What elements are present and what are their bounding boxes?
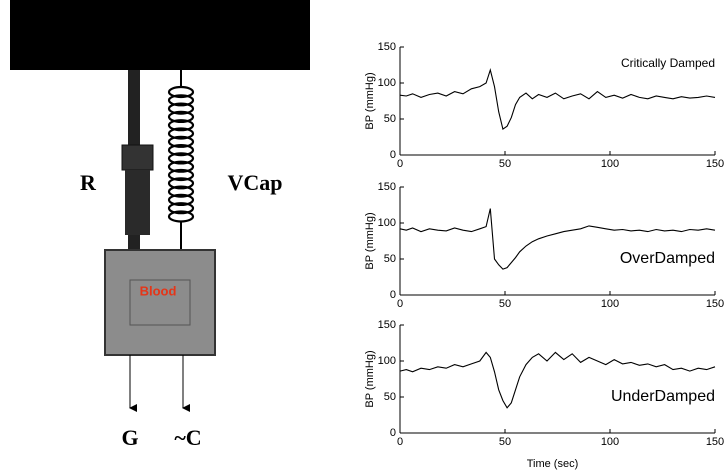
coil [167,127,195,140]
bp-line [399,351,716,409]
annotation: UnderDamped [611,388,715,405]
x-tick-label: 50 [499,436,511,448]
y-axis-label: BP (mmHg) [364,350,376,407]
y-tick-label: 0 [390,289,396,301]
y-axis-label: BP (mmHg) [364,212,376,269]
coil [167,119,195,132]
coil [167,160,195,173]
label-vcap: VCap [227,170,282,195]
x-tick-label: 100 [601,436,619,448]
y-tick-label: 50 [384,113,396,125]
spring [167,85,195,223]
x-tick-label: 150 [706,158,724,170]
y-axis-label: BP (mmHg) [364,72,376,129]
x-axis-label: Time (sec) [527,458,579,470]
annotation: OverDamped [620,250,715,267]
coil [167,144,195,157]
x-tick-label: 150 [706,298,724,310]
inner-box [129,279,191,326]
x-tick-label: 50 [499,298,511,310]
coil [167,135,195,148]
coil [167,102,195,115]
beam [10,0,310,70]
x-tick-label: 150 [706,436,724,448]
y-tick-label: 50 [384,391,396,403]
bp-line [399,208,716,270]
y-tick-label: 100 [378,355,396,367]
x-tick-label: 100 [601,298,619,310]
x-tick-label: 50 [499,158,511,170]
x-tick-label: 100 [601,158,619,170]
damper-body [125,170,150,235]
y-tick-label: 0 [390,149,396,161]
y-tick-label: 150 [378,319,396,331]
x-tick-label: 0 [397,298,403,310]
diagram: Blood R VCap G ~C [10,0,310,450]
coil [167,85,195,99]
coil [167,210,195,223]
damper-cylinder [121,144,154,171]
coil [167,152,195,165]
coil [167,94,195,107]
y-tick-label: 150 [378,181,396,193]
y-tick-label: 100 [378,77,396,89]
coil [167,202,195,215]
label-c: ~C [174,425,201,450]
coil [167,177,195,190]
coil [167,168,195,182]
x-tick-label: 0 [397,158,403,170]
coil [167,185,195,198]
coil [167,193,195,206]
coil [167,110,195,124]
bp-line [399,68,716,131]
label-r: R [80,170,97,195]
blood-box [104,249,216,356]
y-tick-label: 0 [390,427,396,439]
blood-label: Blood [140,283,177,298]
label-g: G [121,425,138,450]
annotation: Critically Damped [621,56,715,70]
y-tick-label: 150 [378,41,396,53]
x-tick-label: 0 [397,436,403,448]
y-tick-label: 100 [378,217,396,229]
y-tick-label: 50 [384,253,396,265]
